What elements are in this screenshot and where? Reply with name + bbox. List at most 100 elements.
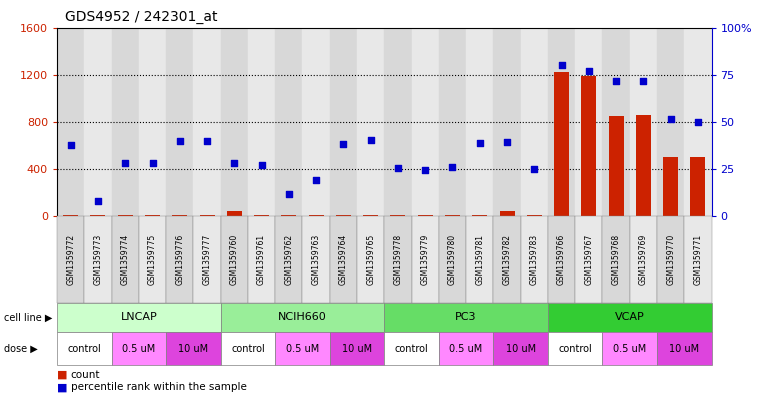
Bar <box>357 28 384 216</box>
Text: GDS4952 / 242301_at: GDS4952 / 242301_at <box>65 9 217 24</box>
Point <box>283 191 295 197</box>
Text: GSM1359772: GSM1359772 <box>66 234 75 285</box>
Text: 0.5 uM: 0.5 uM <box>450 344 482 354</box>
Bar <box>254 215 269 216</box>
Bar <box>384 28 412 216</box>
Text: GSM1359766: GSM1359766 <box>557 234 566 285</box>
Text: control: control <box>559 344 592 354</box>
Point <box>556 62 568 68</box>
Text: dose ▶: dose ▶ <box>4 344 37 354</box>
Point <box>528 166 540 172</box>
Bar <box>172 215 187 216</box>
Text: ■: ■ <box>57 382 68 393</box>
Bar <box>630 28 657 216</box>
Bar <box>282 215 296 216</box>
Bar <box>63 215 78 216</box>
Bar <box>336 215 351 216</box>
Bar <box>499 211 514 216</box>
Bar <box>275 28 303 216</box>
Bar <box>91 215 106 216</box>
Point <box>473 140 486 146</box>
Text: GSM1359765: GSM1359765 <box>366 234 375 285</box>
Bar <box>166 28 193 216</box>
Text: GSM1359777: GSM1359777 <box>202 234 212 285</box>
Text: 0.5 uM: 0.5 uM <box>123 344 155 354</box>
Text: 10 uM: 10 uM <box>505 344 536 354</box>
Text: GSM1359771: GSM1359771 <box>693 234 702 285</box>
Bar <box>527 215 542 216</box>
Point <box>637 77 649 84</box>
Text: GSM1359761: GSM1359761 <box>257 234 266 285</box>
Text: GSM1359776: GSM1359776 <box>175 234 184 285</box>
Text: LNCAP: LNCAP <box>120 312 158 322</box>
Bar <box>57 28 84 216</box>
Bar <box>581 76 597 216</box>
Text: NCIH660: NCIH660 <box>278 312 327 322</box>
Point <box>392 165 404 171</box>
Bar <box>303 28 330 216</box>
Text: GSM1359781: GSM1359781 <box>476 234 484 285</box>
Bar <box>466 28 493 216</box>
Text: ■: ■ <box>57 370 68 380</box>
Bar <box>145 215 160 216</box>
Bar <box>363 215 378 216</box>
Bar <box>390 215 406 216</box>
Bar <box>309 215 323 216</box>
Bar <box>684 28 712 216</box>
Bar <box>112 28 139 216</box>
Text: GSM1359775: GSM1359775 <box>148 234 157 285</box>
Bar <box>139 28 166 216</box>
Point <box>310 177 322 183</box>
Text: control: control <box>231 344 265 354</box>
Point <box>692 119 704 125</box>
Text: 10 uM: 10 uM <box>178 344 209 354</box>
Text: control: control <box>68 344 101 354</box>
Text: percentile rank within the sample: percentile rank within the sample <box>71 382 247 393</box>
Text: control: control <box>395 344 428 354</box>
Text: GSM1359768: GSM1359768 <box>612 234 620 285</box>
Point <box>146 160 158 166</box>
Text: VCAP: VCAP <box>615 312 645 322</box>
Bar <box>690 157 705 216</box>
Point <box>419 167 431 173</box>
Text: GSM1359783: GSM1359783 <box>530 234 539 285</box>
Text: GSM1359770: GSM1359770 <box>666 234 675 285</box>
Bar <box>118 215 132 216</box>
Text: GSM1359760: GSM1359760 <box>230 234 239 285</box>
Bar <box>493 28 521 216</box>
Point <box>92 198 104 204</box>
Point <box>256 162 268 169</box>
Bar <box>439 28 466 216</box>
Bar <box>548 28 575 216</box>
Bar <box>84 28 112 216</box>
Bar <box>248 28 275 216</box>
Point <box>337 141 349 147</box>
Bar <box>193 28 221 216</box>
Bar <box>227 211 242 216</box>
Text: GSM1359767: GSM1359767 <box>584 234 594 285</box>
Point <box>119 160 132 166</box>
Text: GSM1359764: GSM1359764 <box>339 234 348 285</box>
Point <box>501 139 513 145</box>
Bar <box>554 72 569 216</box>
Text: cell line ▶: cell line ▶ <box>4 312 53 322</box>
Bar <box>221 28 248 216</box>
Bar <box>663 157 678 216</box>
Text: PC3: PC3 <box>455 312 477 322</box>
Text: 10 uM: 10 uM <box>342 344 372 354</box>
Bar <box>636 115 651 216</box>
Bar <box>603 28 630 216</box>
Point <box>228 160 240 166</box>
Text: 10 uM: 10 uM <box>669 344 699 354</box>
Text: GSM1359778: GSM1359778 <box>393 234 403 285</box>
Text: GSM1359774: GSM1359774 <box>121 234 129 285</box>
Bar <box>412 28 439 216</box>
Text: GSM1359779: GSM1359779 <box>421 234 430 285</box>
Point <box>65 142 77 149</box>
Bar <box>418 215 433 216</box>
Bar <box>330 28 357 216</box>
Text: count: count <box>71 370 100 380</box>
Text: GSM1359780: GSM1359780 <box>448 234 457 285</box>
Text: GSM1359762: GSM1359762 <box>285 234 293 285</box>
Point <box>365 136 377 143</box>
